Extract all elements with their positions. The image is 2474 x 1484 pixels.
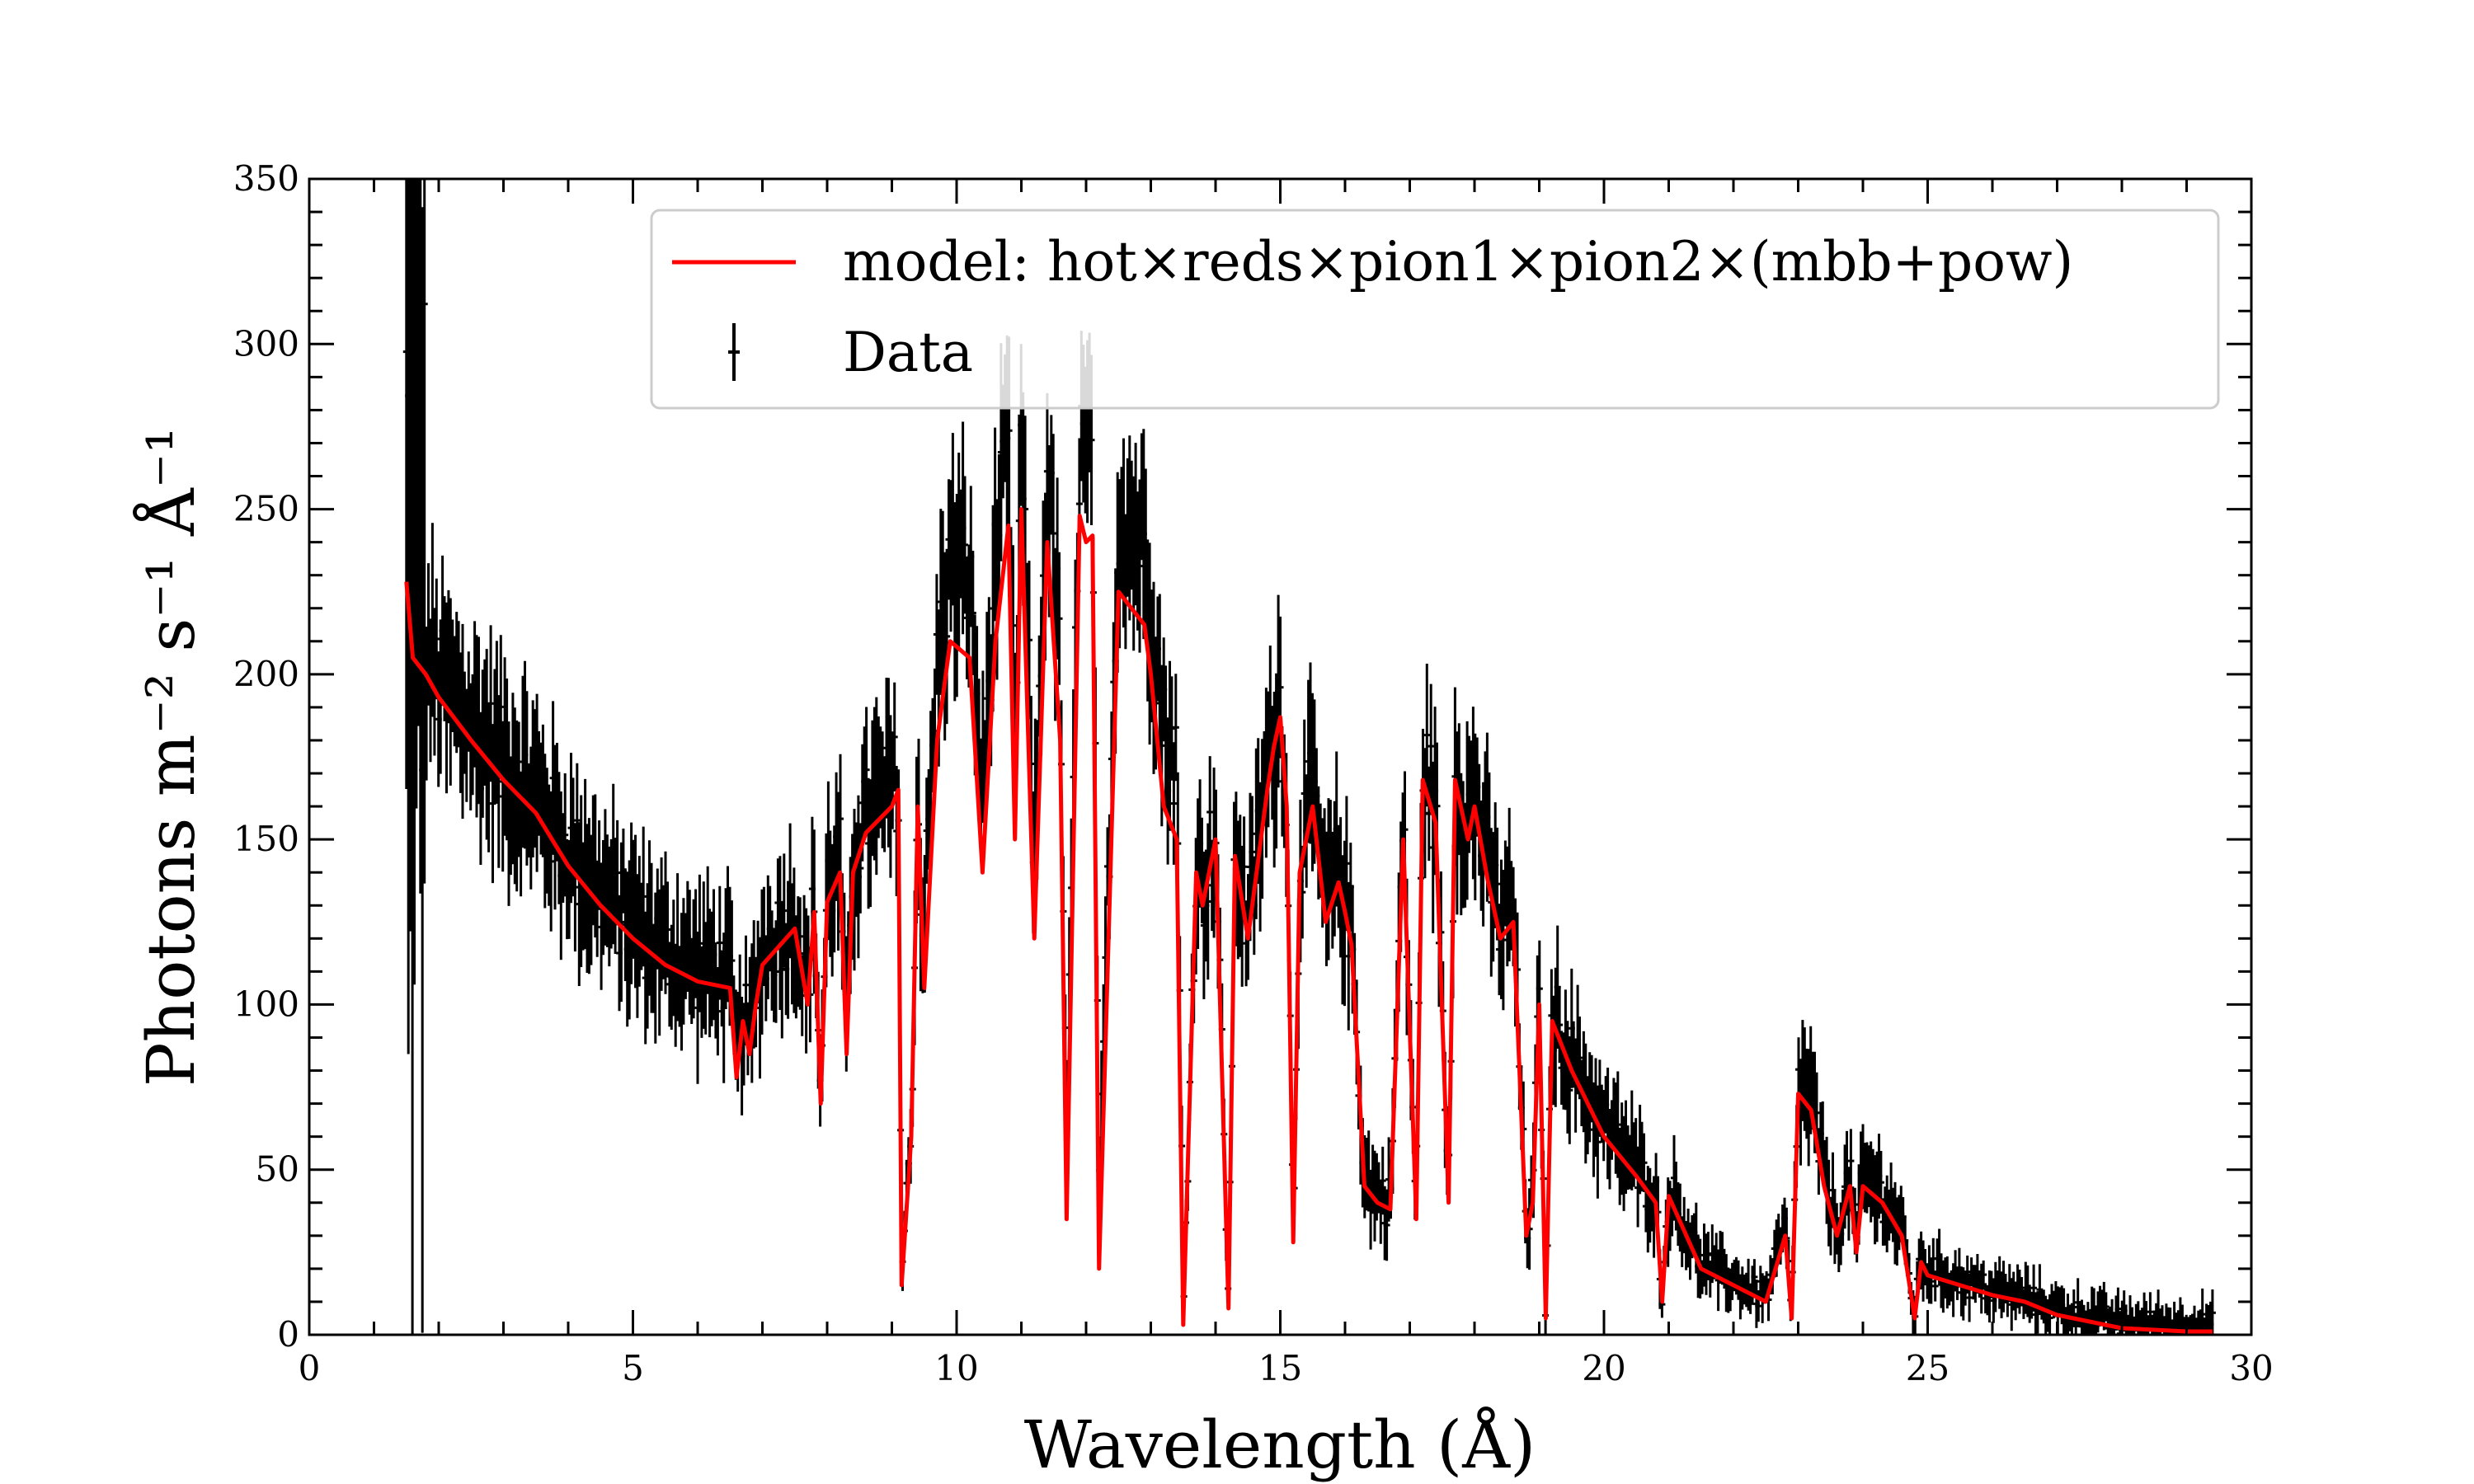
data-point [594, 860, 601, 957]
y-tick-label: 50 [256, 1149, 299, 1190]
data-point [962, 476, 968, 614]
data-point [857, 823, 864, 913]
data-point [1056, 552, 1063, 685]
data-point [1427, 683, 1435, 809]
data-point [943, 548, 951, 725]
data-point [1847, 1129, 1855, 1193]
data-point [2114, 1287, 2122, 1331]
data-point [742, 935, 750, 1035]
data-point [640, 826, 647, 967]
y-tick-label: 150 [233, 819, 299, 859]
data-point [1966, 1273, 1973, 1322]
data-point [1755, 1290, 1762, 1322]
data-point [1170, 742, 1178, 865]
data-point [2046, 1294, 2053, 1335]
data-point [1556, 987, 1564, 1064]
data-point [837, 754, 844, 884]
data-point [664, 881, 671, 978]
data-point [421, 179, 428, 884]
x-tick-label: 0 [299, 1348, 321, 1388]
data-point [548, 791, 555, 932]
data-point [573, 763, 581, 878]
data-point [433, 578, 440, 700]
data-point [1594, 1085, 1602, 1199]
legend-model-label: model: hot×reds×pion1×pion2×(mbb+pow) [843, 230, 2073, 294]
data-point [1204, 823, 1211, 980]
data-point [1632, 1118, 1639, 1178]
axis-ticks [308, 177, 2253, 1336]
data-point [2102, 1292, 2109, 1322]
data-point [1343, 796, 1350, 932]
data-point [497, 635, 505, 779]
x-axis-label: Wavelength (Å) [1024, 1406, 1536, 1483]
data-point [1980, 1260, 1987, 1289]
data-point [696, 874, 703, 1012]
data-point [1249, 796, 1256, 909]
legend: model: hot×reds×pion1×pion2×(mbb+pow) Da… [650, 209, 2220, 410]
data-point [1927, 1259, 1935, 1304]
data-point [1240, 816, 1248, 918]
data-point [716, 885, 723, 1000]
data-point [571, 823, 579, 952]
data-point [1640, 1133, 1648, 1192]
data-point [495, 695, 502, 868]
legend-data-label: Data [843, 321, 973, 384]
data-point [2208, 1289, 2216, 1335]
data-point [487, 625, 495, 782]
y-tick-label: 0 [277, 1314, 299, 1355]
model-curve [404, 507, 2213, 1334]
data-point [969, 551, 976, 675]
data-point [562, 773, 569, 897]
data-point [1566, 1036, 1573, 1144]
data-point [614, 819, 621, 926]
data-point [1614, 1071, 1621, 1178]
data-point [891, 682, 898, 791]
data-point [1751, 1259, 1758, 1295]
legend-box [650, 209, 2220, 410]
data-point [1206, 756, 1214, 868]
x-tick-label: 20 [1582, 1348, 1625, 1388]
data-point [780, 853, 788, 968]
data-point [863, 707, 870, 833]
x-tick-labels: 0 5 10 15 20 25 30 [299, 1348, 2274, 1388]
data-point [1172, 674, 1179, 782]
y-tick-label: 200 [233, 654, 299, 694]
legend-data-swatch [728, 323, 740, 381]
y-tick-labels: 0 50 100 150 200 250 300 350 [233, 158, 299, 1355]
y-tick-label: 300 [233, 323, 299, 364]
y-tick-label: 350 [233, 158, 299, 199]
data-point [1383, 1189, 1390, 1261]
y-axis-label: Photons m⁻² s⁻¹ Å⁻¹ [132, 427, 209, 1087]
y-tick-label: 250 [233, 489, 299, 529]
data-point [2147, 1292, 2154, 1331]
data-point [714, 967, 722, 1056]
data-point [773, 920, 779, 1023]
data-point [1423, 664, 1431, 807]
x-tick-label: 15 [1258, 1348, 1302, 1388]
data-point [1136, 479, 1143, 653]
x-tick-label: 30 [2229, 1348, 2273, 1388]
data-point [595, 820, 603, 908]
data-point [2199, 1288, 2206, 1335]
x-tick-label: 10 [934, 1348, 978, 1388]
y-tick-label: 100 [233, 984, 299, 1024]
data-point [1050, 434, 1057, 633]
x-tick-label: 5 [622, 1348, 644, 1388]
data-point [1955, 1247, 1963, 1288]
x-tick-label: 25 [1906, 1348, 1950, 1388]
